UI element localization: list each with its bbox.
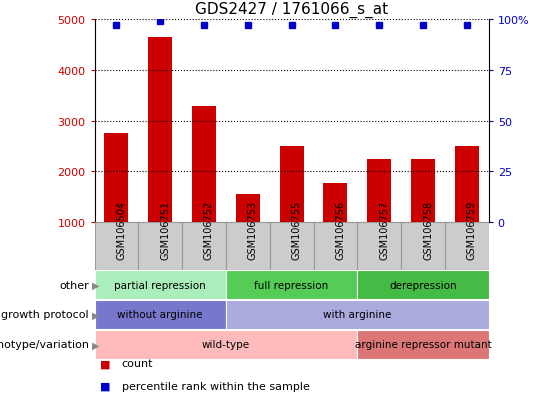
Text: genotype/variation: genotype/variation — [0, 339, 89, 349]
Text: ▶: ▶ — [92, 310, 99, 320]
Text: count: count — [122, 358, 153, 368]
Bar — [411, 159, 435, 223]
Text: wild-type: wild-type — [202, 339, 250, 349]
Bar — [104, 134, 129, 223]
Bar — [192, 106, 216, 223]
Bar — [401, 223, 445, 270]
Text: without arginine: without arginine — [118, 310, 203, 320]
Bar — [357, 271, 489, 299]
Bar — [226, 223, 269, 270]
Bar — [269, 223, 314, 270]
Text: other: other — [59, 280, 89, 290]
Bar — [323, 183, 347, 223]
Bar — [94, 223, 138, 270]
Text: GSM106755: GSM106755 — [292, 200, 302, 259]
Bar — [280, 147, 303, 223]
Text: arginine repressor mutant: arginine repressor mutant — [355, 339, 491, 349]
Bar — [367, 159, 392, 223]
Text: ■: ■ — [100, 381, 110, 391]
Text: GSM106756: GSM106756 — [335, 200, 346, 259]
Text: partial repression: partial repression — [114, 280, 206, 290]
Text: growth protocol: growth protocol — [2, 310, 89, 320]
Text: GSM106752: GSM106752 — [204, 200, 214, 259]
Text: ▶: ▶ — [92, 339, 99, 349]
Bar — [148, 38, 172, 223]
Bar — [94, 300, 226, 329]
Bar — [455, 147, 479, 223]
Text: ■: ■ — [100, 358, 110, 368]
Text: GSM106757: GSM106757 — [379, 200, 389, 259]
Text: GSM106759: GSM106759 — [467, 200, 477, 259]
Bar — [357, 330, 489, 359]
Title: GDS2427 / 1761066_s_at: GDS2427 / 1761066_s_at — [195, 1, 388, 17]
Text: with arginine: with arginine — [323, 310, 391, 320]
Bar — [94, 330, 357, 359]
Bar — [226, 300, 489, 329]
Bar — [445, 223, 489, 270]
Bar — [138, 223, 182, 270]
Text: GSM106758: GSM106758 — [423, 200, 433, 259]
Bar — [236, 195, 260, 223]
Bar — [94, 271, 226, 299]
Text: derepression: derepression — [389, 280, 457, 290]
Bar — [314, 223, 357, 270]
Text: percentile rank within the sample: percentile rank within the sample — [122, 381, 309, 391]
Text: ▶: ▶ — [92, 280, 99, 290]
Bar — [182, 223, 226, 270]
Bar — [357, 223, 401, 270]
Bar — [226, 271, 357, 299]
Text: GSM106504: GSM106504 — [117, 200, 126, 259]
Text: GSM106751: GSM106751 — [160, 200, 170, 259]
Text: full repression: full repression — [254, 280, 329, 290]
Text: GSM106753: GSM106753 — [248, 200, 258, 259]
